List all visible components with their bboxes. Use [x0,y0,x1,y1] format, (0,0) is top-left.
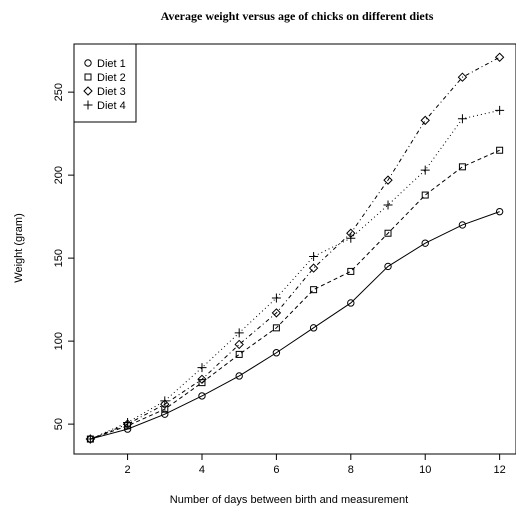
series-line [90,56,500,440]
legend-marker [83,100,93,110]
data-point [271,293,281,303]
series-4 [85,105,505,444]
series-2 [86,146,504,443]
x-axis-label: Number of days between birth and measure… [170,494,408,506]
legend-box [73,43,137,123]
x-tick-label: 12 [494,464,506,476]
legend-marker [83,86,93,96]
series-3 [85,52,505,444]
y-tick-label: 150 [53,249,65,267]
data-point [420,165,430,175]
data-point [309,251,319,261]
series-line [90,211,500,440]
y-tick-label: 50 [53,418,65,430]
data-point [495,105,505,115]
data-point [310,286,318,294]
data-point [421,191,429,199]
legend-marker [84,59,92,67]
data-point [346,233,356,243]
chart-title: Average weight versus age of chicks on d… [161,9,434,23]
data-point [383,175,393,185]
legend-label: Diet 3 [97,86,126,98]
data-point [235,350,243,358]
series-line [90,109,500,440]
data-point [495,207,504,216]
data-point [235,372,243,380]
y-axis-label: Weight (gram) [13,213,25,282]
data-point [458,163,466,171]
legend: Diet 1 Diet 2 Diet 3 Diet 4 [73,43,137,123]
x-tick-label: 6 [273,464,279,476]
series-1 [86,207,504,443]
x-tick-label: 10 [419,464,431,476]
series-line [90,149,500,440]
data-point [160,396,170,406]
data-point [496,146,504,154]
data-point [457,114,467,124]
data-point [234,328,244,338]
x-tick-label: 4 [199,464,205,476]
plot-frame [73,43,516,455]
data-point [161,410,169,418]
data-point [161,405,169,413]
x-tick-label: 2 [125,464,131,476]
data-point [309,324,318,332]
data-point [123,417,133,427]
y-tick-label: 200 [53,166,65,184]
data-point [421,239,429,247]
data-point [384,262,392,271]
data-point [272,349,281,357]
data-point [457,72,468,82]
data-point [85,434,95,444]
y-tick-label: 100 [53,332,65,350]
data-point [271,308,282,318]
data-point [383,200,393,210]
data-point [384,229,392,237]
data-point [420,115,430,126]
axes: 2 4 6 8 10 12 50 100 150 200 250 [53,83,506,476]
data-point [197,374,207,385]
data-point [494,52,505,62]
x-tick-label: 8 [348,464,354,476]
data-point [198,392,206,400]
legend-label: Diet 1 [97,58,126,70]
series-layer [85,52,505,444]
data-point [272,324,280,332]
legend-label: Diet 4 [97,100,126,112]
data-point [347,267,355,275]
data-point [458,221,467,229]
data-point [347,299,355,307]
legend-label: Diet 2 [97,72,126,84]
data-point [197,363,207,373]
data-point [308,263,319,273]
data-point [234,339,244,350]
legend-marker [84,73,92,81]
y-tick-label: 250 [53,83,65,101]
